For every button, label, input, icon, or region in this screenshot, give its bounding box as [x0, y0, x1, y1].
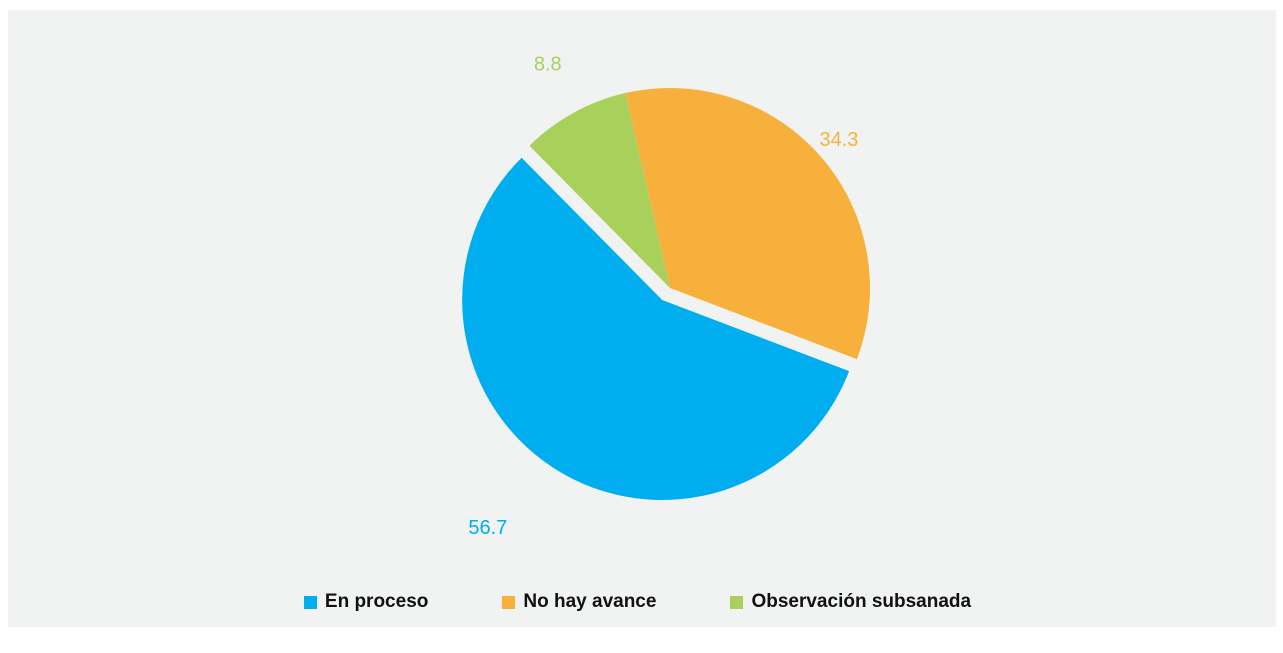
legend-label-en-proceso: En proceso — [324, 591, 429, 612]
pie-slice-no-hay-avance[interactable] — [625, 87, 871, 360]
pie-slice-en-proceso[interactable] — [462, 157, 850, 501]
pie-slice-observacion-subsanada[interactable] — [529, 93, 670, 288]
legend: En proceso No hay avance Observación sub… — [0, 591, 1279, 613]
legend-swatch-observacion-subsanada — [730, 595, 744, 609]
legend-label-observacion-subsanada: Observación subsanada — [751, 591, 972, 612]
pie-label-no-hay-avance: 34.3 — [819, 129, 858, 151]
legend-item-en-proceso[interactable]: En proceso — [303, 591, 429, 613]
pie-label-en-proceso: 56.7 — [468, 517, 507, 539]
legend-swatch-en-proceso — [303, 595, 317, 609]
legend-item-observacion-subsanada[interactable]: Observación subsanada — [730, 591, 971, 613]
pie-labels: 34.3 56.7 8.8 — [468, 54, 858, 539]
legend-swatch-no-hay-avance — [502, 595, 516, 609]
pie-label-observacion-subsanada: 8.8 — [534, 54, 562, 76]
legend-label-no-hay-avance: No hay avance — [523, 591, 657, 612]
pie-slices — [462, 87, 871, 501]
legend-item-no-hay-avance[interactable]: No hay avance — [502, 591, 656, 613]
